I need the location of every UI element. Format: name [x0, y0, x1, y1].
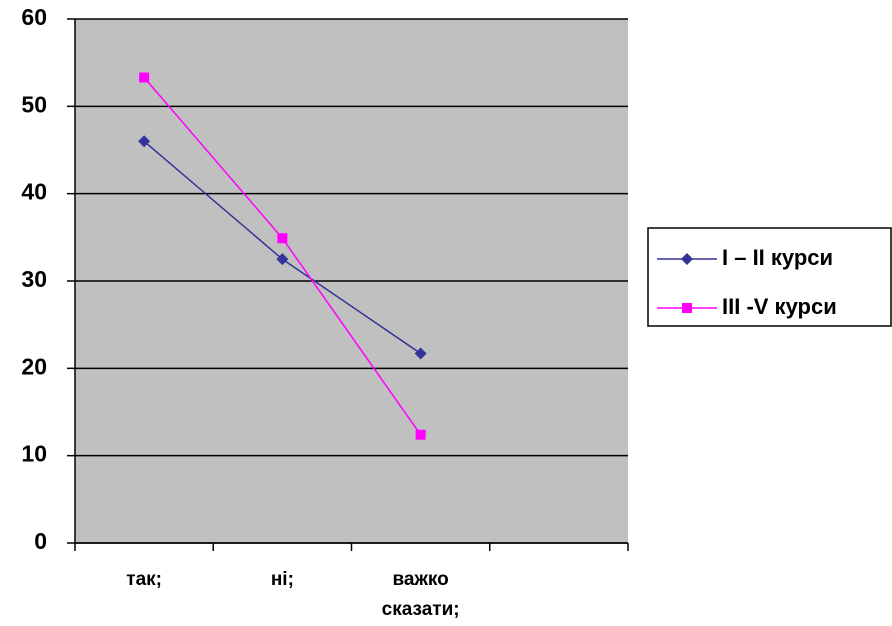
legend-label: I – II курси — [722, 245, 833, 270]
marker — [139, 72, 150, 83]
marker — [415, 429, 426, 440]
y-tick-label: 40 — [21, 179, 47, 205]
marker — [681, 253, 693, 265]
marker — [138, 135, 151, 148]
y-tick-label: 0 — [34, 528, 47, 554]
legend-label: III -V курси — [722, 294, 837, 319]
marker — [277, 233, 288, 244]
y-tick-label: 10 — [21, 441, 47, 467]
y-tick-label: 20 — [21, 353, 47, 379]
marker — [276, 253, 289, 266]
y-tick-label: 50 — [21, 91, 47, 117]
x-tick-label: важко сказати; — [381, 569, 460, 620]
y-tick-label: 30 — [21, 266, 47, 292]
marker — [414, 347, 427, 360]
x-tick-label: так; — [126, 569, 162, 590]
x-tick-label: ні; — [270, 569, 294, 590]
y-tick-label: 60 — [21, 4, 47, 30]
marker — [682, 303, 692, 313]
